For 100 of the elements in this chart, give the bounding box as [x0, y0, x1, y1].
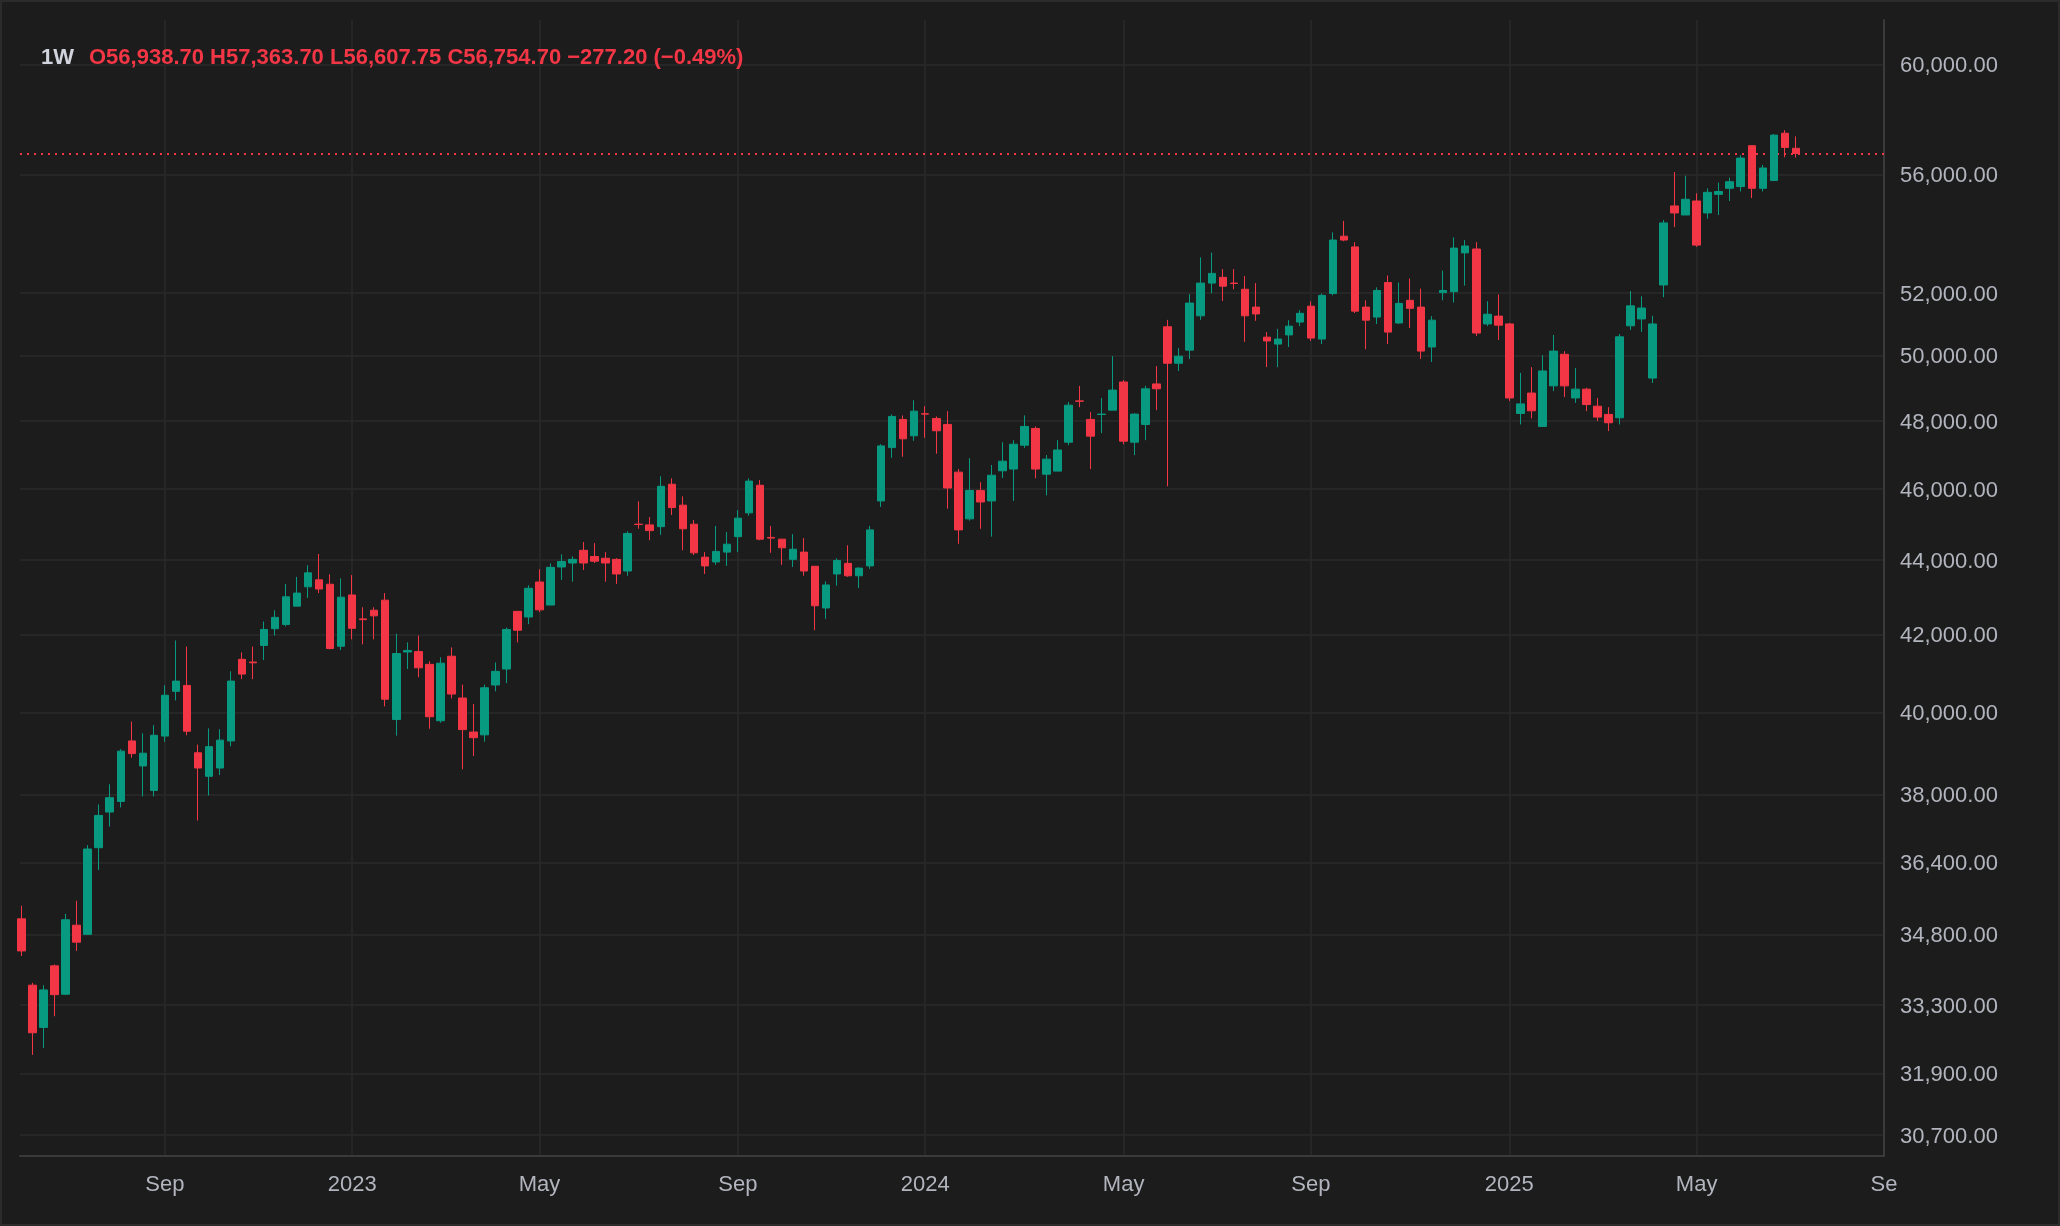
candlestick — [987, 464, 996, 538]
candlestick — [734, 509, 742, 553]
y-tick-label: 40,000.00 — [1900, 699, 1998, 725]
candlestick — [623, 530, 632, 577]
text: O56,938.70 H57,363.70 L56,607.75 C56,754.70 −277.20 (−0.49%) — [89, 43, 744, 69]
candlestick — [105, 783, 114, 828]
candlestick — [1384, 275, 1392, 345]
candlestick — [657, 475, 665, 536]
candlestick — [1042, 454, 1051, 496]
candlestick — [943, 410, 952, 510]
candlestick — [822, 580, 830, 620]
y-tick-label: 38,000.00 — [1900, 781, 1998, 807]
x-tick-label: 2024 — [900, 1170, 950, 1196]
candlestick — [227, 670, 235, 747]
candlestick — [888, 413, 896, 459]
candlestick — [723, 531, 731, 567]
candlestick — [1439, 270, 1447, 301]
candlestick — [1571, 367, 1580, 404]
candlestick — [1274, 328, 1282, 368]
candlestick — [866, 525, 874, 570]
candlestick — [1582, 387, 1591, 412]
candlestick — [282, 583, 290, 627]
candlestick — [1130, 412, 1139, 456]
candlestick — [535, 568, 544, 613]
candlestick — [480, 684, 489, 743]
candlestick — [1351, 241, 1359, 314]
candlestick — [392, 633, 401, 737]
candlestick — [249, 646, 257, 680]
candlestick — [1505, 322, 1514, 402]
candlestick — [1770, 133, 1778, 182]
y-tick-label: 52,000.00 — [1900, 280, 1998, 306]
candlestick — [590, 542, 599, 564]
candlestick — [271, 609, 279, 637]
candlestick — [381, 592, 389, 707]
candlestick — [117, 748, 125, 808]
candlestick — [436, 656, 445, 724]
candlestick — [1241, 275, 1249, 343]
candlestick — [315, 553, 323, 594]
candlestick — [1604, 406, 1613, 432]
candlestick — [425, 660, 434, 730]
candlestick — [601, 551, 610, 583]
candlestick — [954, 468, 963, 545]
candlestick — [1527, 366, 1536, 419]
y-tick-label: 36,400.00 — [1900, 850, 1998, 876]
candlestick — [513, 610, 522, 643]
candlestick — [94, 803, 103, 871]
candlestick — [1318, 293, 1326, 345]
candlestick — [72, 900, 81, 952]
candlestick — [612, 557, 621, 585]
candlestick — [1108, 355, 1117, 411]
candlestick — [337, 577, 345, 651]
candlestick — [359, 606, 367, 645]
candlestick — [789, 533, 797, 568]
candlestick — [756, 479, 764, 541]
y-tick-label: 31,900.00 — [1900, 1061, 1998, 1087]
candlestick — [414, 635, 423, 678]
candlestick — [1185, 293, 1194, 360]
candlestick — [1219, 268, 1227, 302]
y-tick-label: 34,800.00 — [1900, 922, 1998, 948]
candlestick — [491, 661, 500, 692]
candlestick — [712, 525, 720, 566]
candlestick — [370, 606, 378, 640]
candlestick — [1670, 171, 1679, 228]
candlestick — [1637, 295, 1646, 333]
candlestick — [557, 553, 566, 581]
x-tick-label: Sep — [718, 1170, 758, 1196]
candlestick — [1031, 425, 1040, 479]
candlestick — [216, 728, 224, 776]
candlestick — [568, 555, 577, 583]
candlestick — [1648, 315, 1657, 384]
candlestick — [965, 457, 974, 522]
candlestick — [1373, 286, 1381, 325]
candlestick — [1615, 333, 1624, 425]
x-tick-label: Sep — [1291, 1170, 1331, 1196]
candlestick — [1296, 309, 1304, 327]
candlestick — [260, 621, 268, 661]
candlestick — [1053, 439, 1062, 472]
candlestick — [502, 627, 511, 684]
y-tick-label: 60,000.00 — [1900, 52, 1998, 78]
candlestick — [1549, 334, 1558, 392]
candlestick — [403, 641, 412, 670]
candlestick — [1472, 241, 1481, 337]
candlestick — [1263, 331, 1271, 368]
candlestick — [1417, 288, 1425, 360]
candlestick — [1340, 220, 1348, 242]
candlestick — [1307, 300, 1315, 342]
candlestick — [1714, 182, 1723, 216]
candlestick — [976, 481, 985, 530]
candlestick — [139, 732, 147, 797]
y-tick-label: 46,000.00 — [1900, 476, 1998, 502]
candlestick — [1450, 236, 1458, 303]
candlestick — [28, 982, 37, 1056]
y-tick-label: 48,000.00 — [1900, 408, 1998, 434]
candlestick — [899, 414, 907, 458]
x-tick-label: May — [1102, 1170, 1145, 1196]
candlestick — [128, 721, 136, 759]
candlestick — [546, 562, 555, 606]
candlestick — [800, 537, 808, 577]
x-tick-label: May — [1675, 1170, 1718, 1196]
candlestick — [844, 544, 852, 578]
